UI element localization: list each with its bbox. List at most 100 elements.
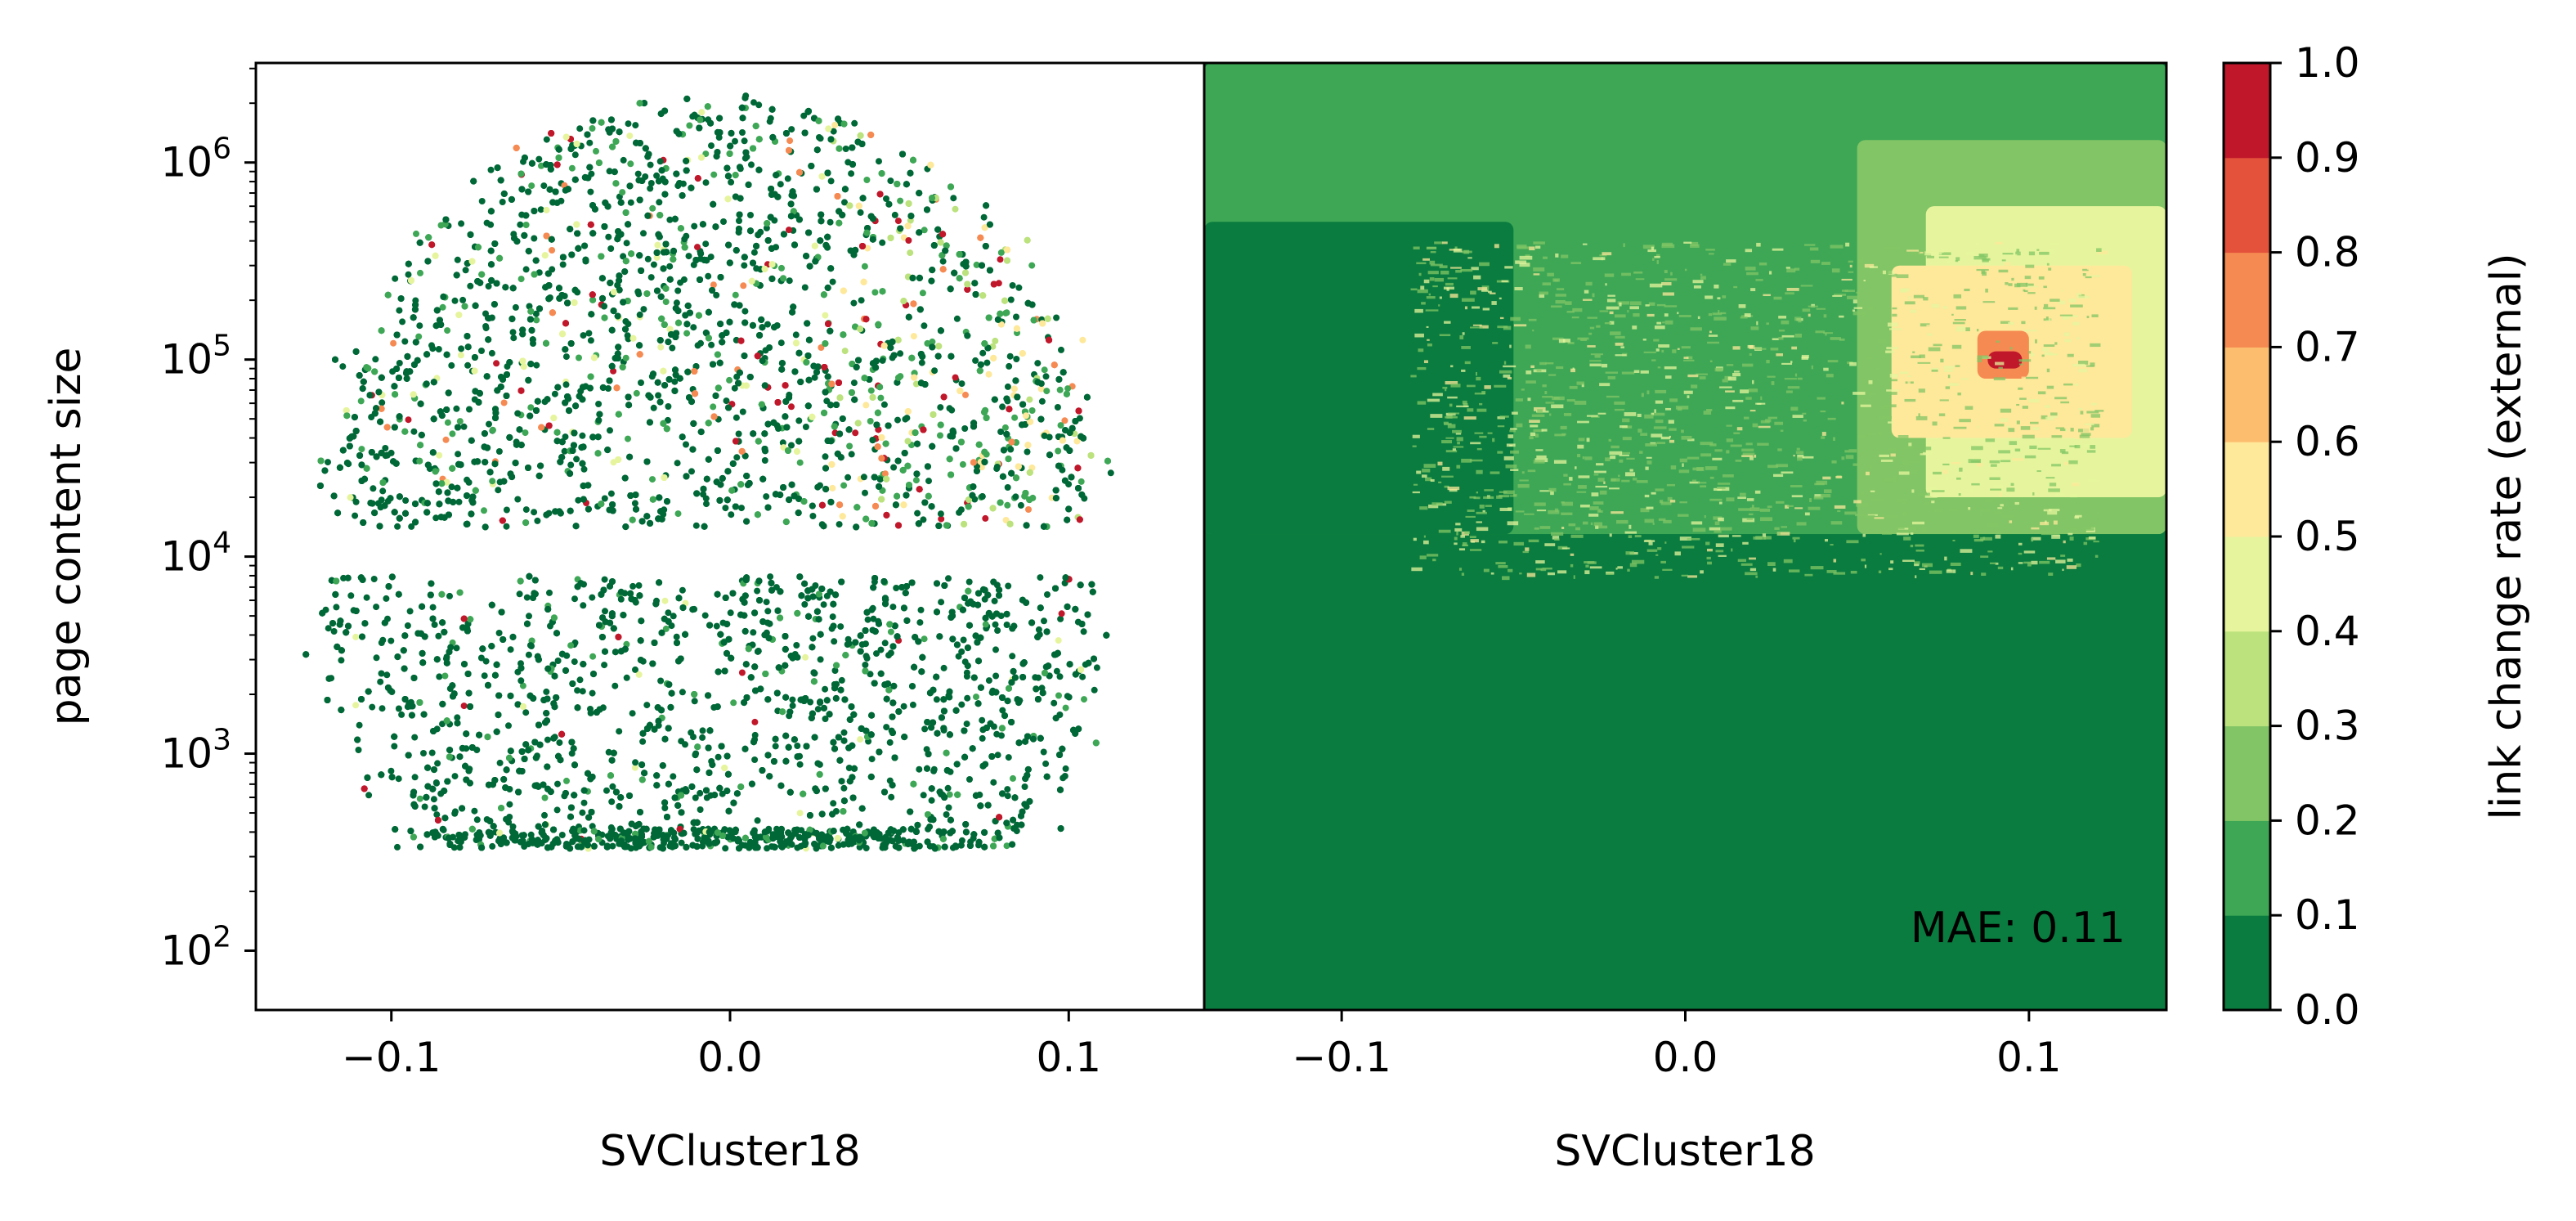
scatter-point	[522, 429, 529, 437]
scatter-point	[722, 845, 729, 852]
scatter-point	[793, 642, 800, 649]
scatter-point	[671, 378, 679, 385]
scatter-point	[669, 344, 676, 352]
scatter-point	[379, 487, 387, 495]
scatter-point	[567, 461, 575, 469]
scatter-point	[571, 658, 578, 666]
scatter-point	[1010, 385, 1018, 393]
scatter-point	[458, 345, 465, 352]
scatter-point	[674, 460, 681, 467]
scatter-point	[722, 505, 729, 512]
scatter-point	[526, 303, 533, 310]
scatter-point	[786, 137, 794, 145]
scatter-point	[580, 465, 588, 473]
scatter-point	[466, 406, 473, 413]
scatter-point	[459, 296, 467, 303]
scatter-point	[918, 359, 925, 366]
scatter-point	[973, 694, 979, 701]
scatter-point	[579, 688, 586, 695]
scatter-point	[762, 347, 769, 354]
scatter-point	[831, 121, 839, 128]
scatter-point	[1051, 699, 1058, 707]
scatter-point	[814, 760, 822, 767]
scatter-point	[561, 447, 568, 455]
scatter-point	[589, 125, 596, 132]
scatter-point	[857, 736, 864, 743]
scatter-point	[966, 776, 973, 783]
scatter-point	[517, 276, 525, 283]
scatter-point	[531, 509, 538, 516]
scatter-point	[1037, 385, 1045, 393]
scatter-point	[601, 495, 608, 502]
scatter-point	[917, 606, 925, 613]
scatter-point	[627, 199, 634, 206]
scatter-point	[688, 729, 695, 736]
scatter-point	[904, 438, 912, 445]
scatter-point	[763, 224, 770, 231]
scatter-point	[840, 482, 848, 489]
scatter-point	[428, 749, 436, 756]
scatter-point	[453, 405, 460, 412]
scatter-point	[1007, 446, 1015, 453]
scatter-point	[487, 221, 495, 228]
scatter-point	[562, 381, 570, 388]
scatter-point	[1003, 622, 1010, 628]
scatter-point	[632, 666, 638, 673]
scatter-point	[838, 676, 845, 684]
scatter-point	[811, 374, 818, 381]
scatter-point	[609, 783, 616, 790]
scatter-point	[415, 333, 423, 340]
scatter-point	[1062, 704, 1069, 712]
scatter-point	[877, 394, 885, 402]
scatter-point	[877, 646, 885, 653]
scatter-point	[625, 435, 631, 442]
scatter-point	[830, 128, 837, 135]
scatter-point	[477, 654, 485, 662]
scatter-point	[698, 109, 706, 116]
scatter-point	[429, 345, 437, 352]
scatter-point	[870, 615, 877, 622]
scatter-point	[622, 354, 629, 361]
scatter-point	[1060, 774, 1067, 782]
scatter-point	[356, 721, 363, 729]
scatter-point	[692, 794, 699, 801]
scatter-point	[982, 621, 989, 628]
scatter-point	[778, 264, 785, 272]
scatter-point	[578, 843, 585, 851]
scatter-point	[738, 505, 745, 512]
scatter-point	[649, 204, 656, 212]
scatter-point	[576, 676, 584, 684]
scatter-point	[741, 262, 748, 269]
scatter-point	[442, 436, 450, 443]
scatter-point	[352, 633, 360, 640]
scatter-point	[766, 118, 773, 125]
scatter-point	[1003, 309, 1010, 316]
scatter-point	[993, 730, 1001, 738]
scatter-point	[396, 307, 403, 314]
scatter-point	[666, 216, 674, 223]
scatter-point	[952, 374, 959, 381]
scatter-point	[814, 706, 822, 713]
scatter-point	[900, 703, 907, 710]
scatter-point	[410, 428, 418, 435]
scatter-point	[526, 613, 532, 620]
scatter-point	[795, 417, 803, 424]
scatter-point	[940, 664, 948, 671]
scatter-point	[589, 594, 596, 601]
scatter-point	[921, 725, 929, 733]
scatter-point	[885, 652, 892, 659]
scatter-point	[1010, 774, 1016, 782]
scatter-point	[653, 172, 661, 179]
scatter-point	[540, 182, 548, 190]
scatter-point	[879, 239, 886, 246]
scatter-point	[685, 253, 692, 260]
scatter-point	[931, 367, 939, 375]
scatter-point	[478, 348, 485, 354]
scatter-point	[1028, 407, 1036, 414]
scatter-point	[382, 445, 389, 451]
scatter-point	[862, 402, 870, 409]
scatter-point	[616, 728, 623, 735]
scatter-point	[505, 819, 513, 826]
scatter-point	[626, 132, 634, 140]
